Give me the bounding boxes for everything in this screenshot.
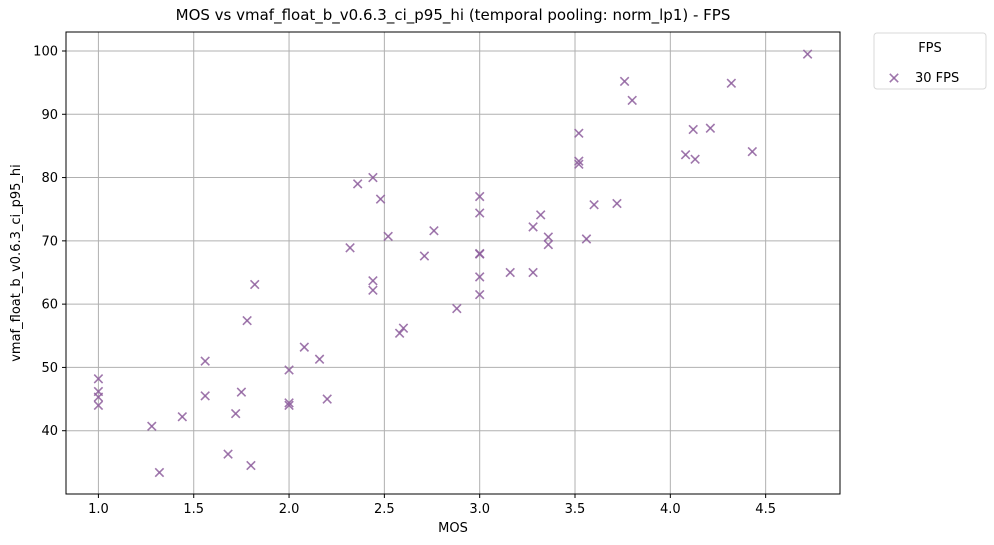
x-tick-label: 3.0 (469, 502, 490, 517)
data-point (581, 234, 592, 244)
data-point (299, 342, 310, 352)
data-point (398, 323, 409, 333)
legend: FPS 30 FPS (873, 32, 987, 90)
x-axis-ticks: 1.0 1.5 2.0 2.5 3.0 3.5 4.0 4.5 (88, 494, 776, 517)
y-tick-label: 80 (41, 171, 58, 186)
data-point (284, 400, 294, 411)
y-tick-label: 40 (41, 424, 58, 439)
data-point (589, 200, 599, 210)
data-point (236, 387, 247, 397)
data-point (368, 285, 378, 295)
data-point (690, 154, 700, 164)
y-axis-title: vmaf_float_b_v0.6.3_ci_p95_hi (9, 164, 24, 362)
data-point (200, 391, 210, 401)
data-point (543, 239, 554, 250)
data-point (680, 150, 691, 160)
data-point (368, 172, 378, 183)
data-point (474, 289, 485, 300)
data-point (505, 267, 515, 278)
data-point (574, 156, 584, 166)
data-point (535, 210, 546, 220)
data-point (802, 49, 813, 59)
data-point (612, 198, 622, 209)
y-tick-label: 50 (41, 361, 58, 376)
x-tick-label: 3.5 (565, 502, 586, 517)
data-point (726, 78, 737, 89)
data-point (284, 398, 294, 408)
data-point (314, 354, 325, 364)
data-point (177, 412, 188, 422)
data-point (574, 159, 584, 170)
data-point (528, 267, 538, 278)
grid-lines (66, 32, 840, 494)
data-point (154, 467, 165, 478)
data-point (619, 76, 630, 87)
x-tick-label: 1.0 (88, 502, 109, 517)
x-tick-label: 4.5 (755, 502, 776, 517)
data-point (627, 95, 637, 106)
data-point (452, 303, 462, 314)
data-point (223, 449, 233, 459)
data-point (242, 315, 252, 326)
legend-box (873, 32, 987, 90)
data-point (429, 225, 439, 236)
data-point (93, 392, 104, 402)
data-point (147, 421, 157, 432)
data-point (383, 231, 393, 242)
x-tick-label: 1.5 (183, 502, 204, 517)
data-point (322, 394, 332, 404)
legend-marker-icon (889, 73, 899, 83)
data-point (93, 374, 104, 384)
chart-title: MOS vs vmaf_float_b_v0.6.3_ci_p95_hi (te… (176, 6, 731, 25)
y-tick-label: 90 (41, 108, 58, 123)
data-point (474, 249, 485, 259)
data-point (375, 194, 386, 204)
data-point (528, 222, 538, 232)
x-tick-label: 2.5 (374, 502, 395, 517)
y-tick-label: 70 (41, 234, 58, 249)
y-tick-label: 100 (33, 44, 58, 59)
data-point (688, 124, 698, 135)
data-point (474, 208, 485, 218)
data-point (574, 128, 584, 139)
x-tick-label: 2.0 (279, 502, 300, 517)
data-point (246, 460, 256, 471)
data-point (474, 272, 485, 282)
legend-title: FPS (918, 41, 942, 56)
y-tick-label: 60 (41, 298, 58, 313)
y-axis-ticks: 40 50 60 70 80 90 100 (33, 44, 66, 439)
data-point (93, 400, 104, 411)
data-point (368, 275, 378, 286)
data-point (747, 146, 758, 157)
x-axis-title: MOS (438, 521, 468, 536)
data-point (249, 279, 260, 290)
data-point (474, 191, 485, 202)
data-point (345, 243, 355, 253)
data-point (394, 328, 405, 339)
data-points (93, 49, 813, 478)
data-point (352, 179, 363, 189)
x-tick-label: 4.0 (660, 502, 681, 517)
data-point (543, 232, 554, 242)
data-point (419, 251, 430, 261)
data-point (230, 408, 241, 419)
data-point (284, 365, 294, 375)
legend-label-30-fps: 30 FPS (915, 71, 959, 86)
plot-frame (65, 31, 841, 495)
data-point (705, 123, 716, 133)
legend-marker-30-fps (889, 73, 899, 83)
data-point (200, 356, 210, 366)
